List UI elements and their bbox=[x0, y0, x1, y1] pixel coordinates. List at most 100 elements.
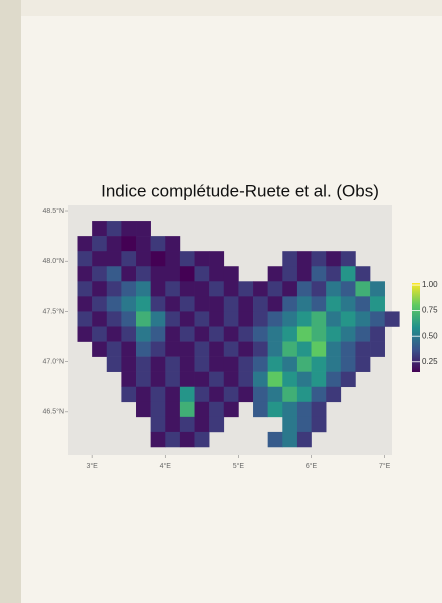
grid-cell bbox=[311, 371, 327, 388]
grid-cell bbox=[238, 296, 254, 312]
grid-cell bbox=[253, 356, 268, 372]
grid-cell bbox=[194, 416, 210, 433]
grid-cell bbox=[340, 296, 356, 312]
grid-cell bbox=[194, 431, 210, 448]
grid-cell bbox=[370, 281, 385, 297]
grid-cell bbox=[209, 371, 225, 388]
grid-cell bbox=[209, 356, 225, 372]
grid-cell bbox=[209, 251, 225, 267]
grid-cell bbox=[267, 356, 283, 372]
grid-cell bbox=[150, 251, 166, 267]
grid-cell bbox=[223, 326, 239, 342]
grid-cell bbox=[340, 311, 356, 327]
grid-cell bbox=[179, 296, 195, 312]
grid-cell bbox=[282, 341, 298, 357]
grid-cell bbox=[267, 311, 283, 327]
colorbar bbox=[412, 283, 420, 372]
grid-cell bbox=[136, 341, 151, 357]
x-tick-label: 7°E bbox=[379, 462, 391, 470]
grid-cell bbox=[150, 281, 166, 297]
grid-cell bbox=[296, 386, 312, 403]
grid-cell bbox=[296, 251, 312, 267]
grid-cell bbox=[121, 221, 137, 237]
grid-cell bbox=[384, 311, 400, 327]
grid-cell bbox=[179, 386, 195, 403]
grid-cell bbox=[194, 251, 210, 267]
grid-cell bbox=[296, 266, 312, 282]
grid-cell bbox=[370, 296, 385, 312]
grid-cell bbox=[121, 341, 137, 357]
grid-cell bbox=[311, 296, 327, 312]
grid-cell bbox=[326, 326, 342, 342]
grid-cell bbox=[136, 296, 151, 312]
grid-cell bbox=[355, 281, 371, 297]
grid-cell bbox=[179, 251, 195, 267]
grid-cell bbox=[92, 266, 108, 282]
grid-cell bbox=[136, 401, 151, 418]
grid-cell bbox=[77, 236, 93, 252]
grid-cell bbox=[150, 236, 166, 252]
colorbar-label: 0.50 bbox=[422, 331, 438, 340]
grid-cell bbox=[194, 371, 210, 388]
grid-cell bbox=[326, 386, 342, 403]
grid-cell bbox=[238, 386, 254, 403]
grid-cell bbox=[150, 431, 166, 448]
grid-cell bbox=[282, 416, 298, 433]
grid-cell bbox=[194, 401, 210, 418]
grid-cell bbox=[326, 356, 342, 372]
grid-cell bbox=[165, 431, 181, 448]
grid-cell bbox=[136, 221, 151, 237]
grid-cell bbox=[282, 431, 298, 448]
grid-cell bbox=[92, 326, 108, 342]
grid-cell bbox=[165, 371, 181, 388]
map-title: Indice complétude-Ruete et al. (Obs) bbox=[101, 181, 379, 200]
grid-cell bbox=[355, 341, 371, 357]
grid-cell bbox=[282, 311, 298, 327]
grid-cell bbox=[77, 311, 93, 327]
grid-cell bbox=[282, 326, 298, 342]
grid-cell bbox=[194, 356, 210, 372]
grid-cell bbox=[267, 326, 283, 342]
grid-cell bbox=[77, 296, 93, 312]
grid-cell bbox=[92, 221, 108, 237]
grid-cell bbox=[121, 371, 137, 388]
grid-cell bbox=[296, 401, 312, 418]
grid-cell bbox=[296, 431, 312, 448]
grid-cell bbox=[106, 221, 122, 237]
grid-cell bbox=[150, 416, 166, 433]
grid-cell bbox=[340, 371, 356, 388]
grid-cell bbox=[267, 401, 283, 418]
grid-cell bbox=[267, 266, 283, 282]
grid-cell bbox=[106, 251, 122, 267]
grid-cell bbox=[223, 356, 239, 372]
grid-cell bbox=[238, 326, 254, 342]
grid-cell bbox=[253, 371, 268, 388]
grid-cell bbox=[311, 326, 327, 342]
y-tick-label: 48.0°N bbox=[43, 257, 64, 265]
y-tick-label: 47.5°N bbox=[43, 307, 64, 315]
grid-cell bbox=[238, 281, 254, 297]
grid-cell bbox=[150, 386, 166, 403]
grid-cell bbox=[267, 341, 283, 357]
grid-cell bbox=[106, 281, 122, 297]
grid-cell bbox=[136, 236, 151, 252]
grid-cell bbox=[311, 281, 327, 297]
grid-cell bbox=[165, 356, 181, 372]
grid-cell bbox=[311, 401, 327, 418]
grid-cell bbox=[209, 311, 225, 327]
grid-cell bbox=[296, 326, 312, 342]
x-tick-label: 3°E bbox=[86, 462, 98, 470]
grid-cell bbox=[150, 401, 166, 418]
side-strip bbox=[0, 0, 21, 603]
grid-cell bbox=[92, 311, 108, 327]
grid-cell bbox=[136, 326, 151, 342]
grid-cell bbox=[165, 296, 181, 312]
grid-cell bbox=[326, 371, 342, 388]
grid-cell bbox=[253, 311, 268, 327]
grid-cell bbox=[165, 341, 181, 357]
grid-cell bbox=[253, 326, 268, 342]
colorbar-label: 0.75 bbox=[422, 306, 438, 315]
grid-cell bbox=[77, 326, 93, 342]
grid-cell bbox=[340, 326, 356, 342]
